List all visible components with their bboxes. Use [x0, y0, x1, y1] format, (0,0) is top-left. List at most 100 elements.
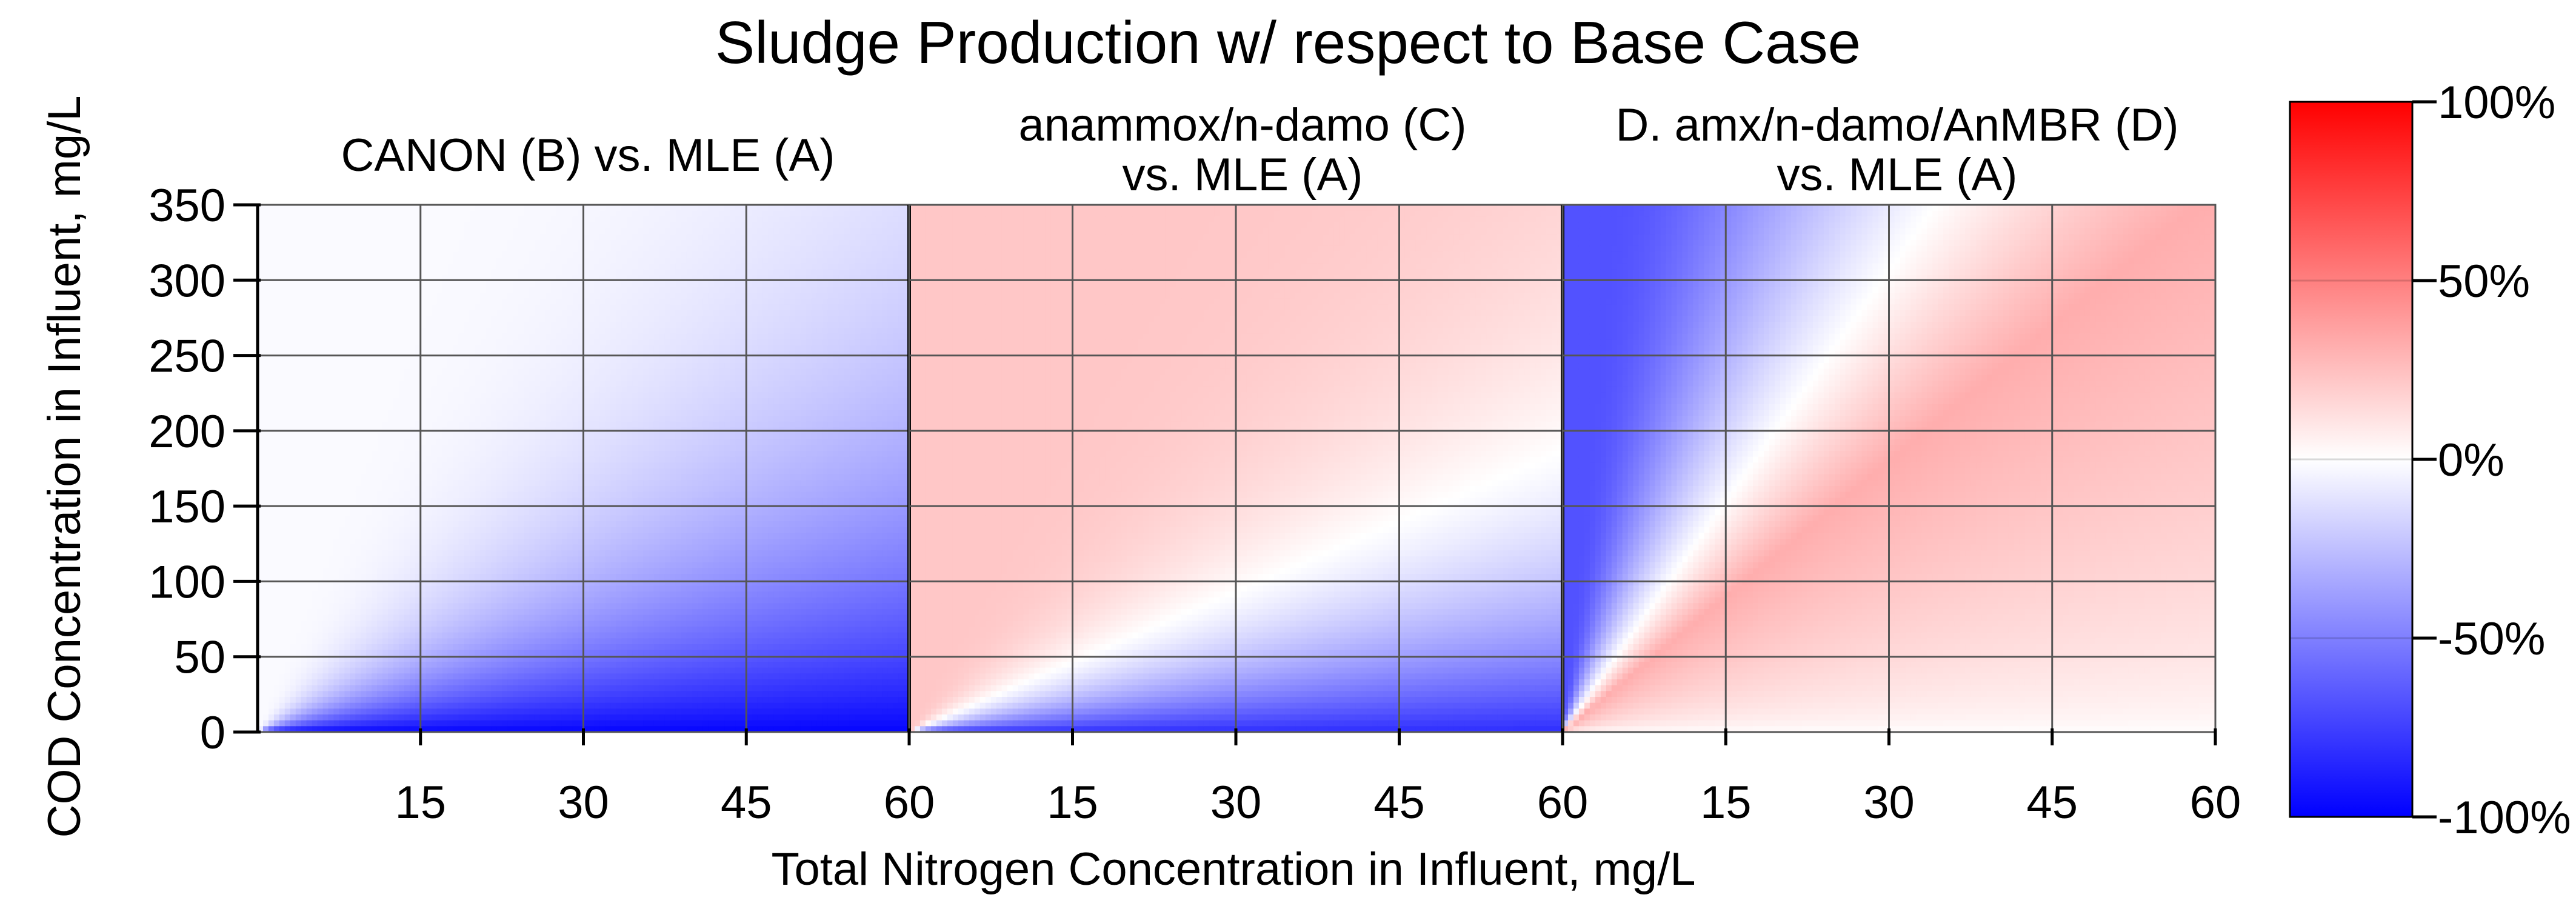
- heatmap-cell: [263, 498, 269, 504]
- heatmap-cell: [453, 615, 459, 621]
- heatmap-cell: [432, 603, 438, 609]
- heatmap-cell: [350, 621, 356, 627]
- heatmap-cell: [458, 556, 464, 562]
- heatmap-cell: [377, 662, 383, 668]
- heatmap-cell: [410, 258, 416, 264]
- heatmap-cell: [382, 287, 389, 293]
- heatmap-cell: [437, 468, 443, 474]
- heatmap-cell: [361, 598, 367, 604]
- heatmap-cell: [437, 462, 443, 468]
- heatmap-cell: [361, 322, 367, 328]
- heatmap-cell: [366, 545, 372, 551]
- heatmap-cell: [274, 222, 280, 228]
- heatmap-cell: [491, 609, 497, 615]
- heatmap-cell: [432, 211, 438, 217]
- heatmap-cell: [437, 550, 443, 556]
- heatmap-cell: [323, 474, 329, 481]
- heatmap-cell: [453, 369, 459, 375]
- heatmap-cell: [339, 550, 345, 556]
- heatmap-cell: [318, 550, 324, 556]
- heatmap-cell: [279, 304, 285, 310]
- heatmap-cell: [285, 615, 291, 621]
- heatmap-cell: [339, 269, 345, 275]
- heatmap-cell: [382, 533, 389, 539]
- heatmap-cell: [448, 603, 454, 609]
- heatmap-cell: [486, 457, 492, 463]
- heatmap-cell: [480, 545, 486, 551]
- heatmap-cell: [437, 627, 443, 633]
- heatmap-cell: [432, 216, 438, 222]
- heatmap-cell: [285, 269, 291, 275]
- heatmap-cell: [274, 363, 280, 369]
- heatmap-cell: [480, 574, 486, 580]
- heatmap-cell: [263, 299, 269, 305]
- heatmap-cell: [301, 392, 307, 398]
- heatmap-cell: [393, 369, 399, 375]
- heatmap-cell: [382, 708, 389, 714]
- heatmap-cell: [458, 304, 464, 310]
- heatmap-cell: [382, 264, 389, 270]
- heatmap-cell: [301, 299, 307, 305]
- heatmap-cell: [355, 486, 361, 492]
- heatmap-cell: [377, 392, 383, 398]
- heatmap-cell: [491, 216, 497, 222]
- heatmap-cell: [442, 251, 449, 258]
- heatmap-cell: [296, 363, 302, 369]
- heatmap-cell: [301, 416, 307, 422]
- heatmap-cell: [279, 568, 285, 574]
- heatmap-cell: [426, 539, 432, 545]
- heatmap-cell: [382, 515, 389, 521]
- heatmap-cell: [307, 205, 313, 211]
- heatmap-cell: [382, 668, 389, 674]
- heatmap-cell: [355, 363, 361, 369]
- heatmap-cell: [432, 556, 438, 562]
- heatmap-cell: [491, 251, 497, 258]
- heatmap-cell: [328, 644, 334, 650]
- heatmap-cell: [388, 650, 394, 656]
- heatmap-cell: [410, 334, 416, 340]
- heatmap-cell: [486, 633, 492, 639]
- heatmap-cell: [355, 216, 361, 222]
- heatmap-cell: [410, 685, 416, 691]
- heatmap-cell: [366, 369, 372, 375]
- heatmap-cell: [366, 621, 372, 627]
- heatmap-cell: [333, 510, 339, 516]
- heatmap-cell: [279, 363, 285, 369]
- heatmap-cell: [464, 281, 470, 287]
- heatmap-cell: [290, 299, 296, 305]
- heatmap-cell: [269, 316, 275, 322]
- heatmap-cell: [410, 486, 416, 492]
- heatmap-cell: [486, 222, 492, 228]
- heatmap-cell: [296, 539, 302, 545]
- heatmap-cell: [279, 216, 285, 222]
- heatmap-cell: [312, 468, 318, 474]
- heatmap-cell: [333, 685, 339, 691]
- heatmap-cell: [366, 492, 372, 498]
- heatmap-cell: [469, 550, 475, 556]
- heatmap-cell: [372, 545, 378, 551]
- heatmap-cell: [458, 398, 464, 404]
- heatmap-cell: [269, 451, 275, 457]
- heatmap-cell: [285, 357, 291, 363]
- heatmap-cell: [426, 591, 432, 598]
- heatmap-cell: [290, 451, 296, 457]
- heatmap-cell: [285, 334, 291, 340]
- heatmap-cell: [404, 498, 410, 504]
- heatmap-cell: [404, 545, 410, 551]
- heatmap-cell: [442, 480, 449, 486]
- heatmap-cell: [475, 457, 481, 463]
- heatmap-cell: [323, 691, 329, 697]
- heatmap-cell: [475, 451, 481, 457]
- heatmap-cell: [464, 228, 470, 235]
- heatmap-cell: [318, 316, 324, 322]
- heatmap-cell: [486, 498, 492, 504]
- heatmap-cell: [333, 299, 339, 305]
- heatmap-cell: [344, 457, 350, 463]
- heatmap-cell: [323, 269, 329, 275]
- heatmap-cell: [279, 679, 285, 685]
- heatmap-cell: [269, 556, 275, 562]
- heatmap-cell: [263, 585, 269, 591]
- heatmap-cell: [296, 527, 302, 533]
- heatmap-cell: [437, 703, 443, 709]
- heatmap-cell: [410, 451, 416, 457]
